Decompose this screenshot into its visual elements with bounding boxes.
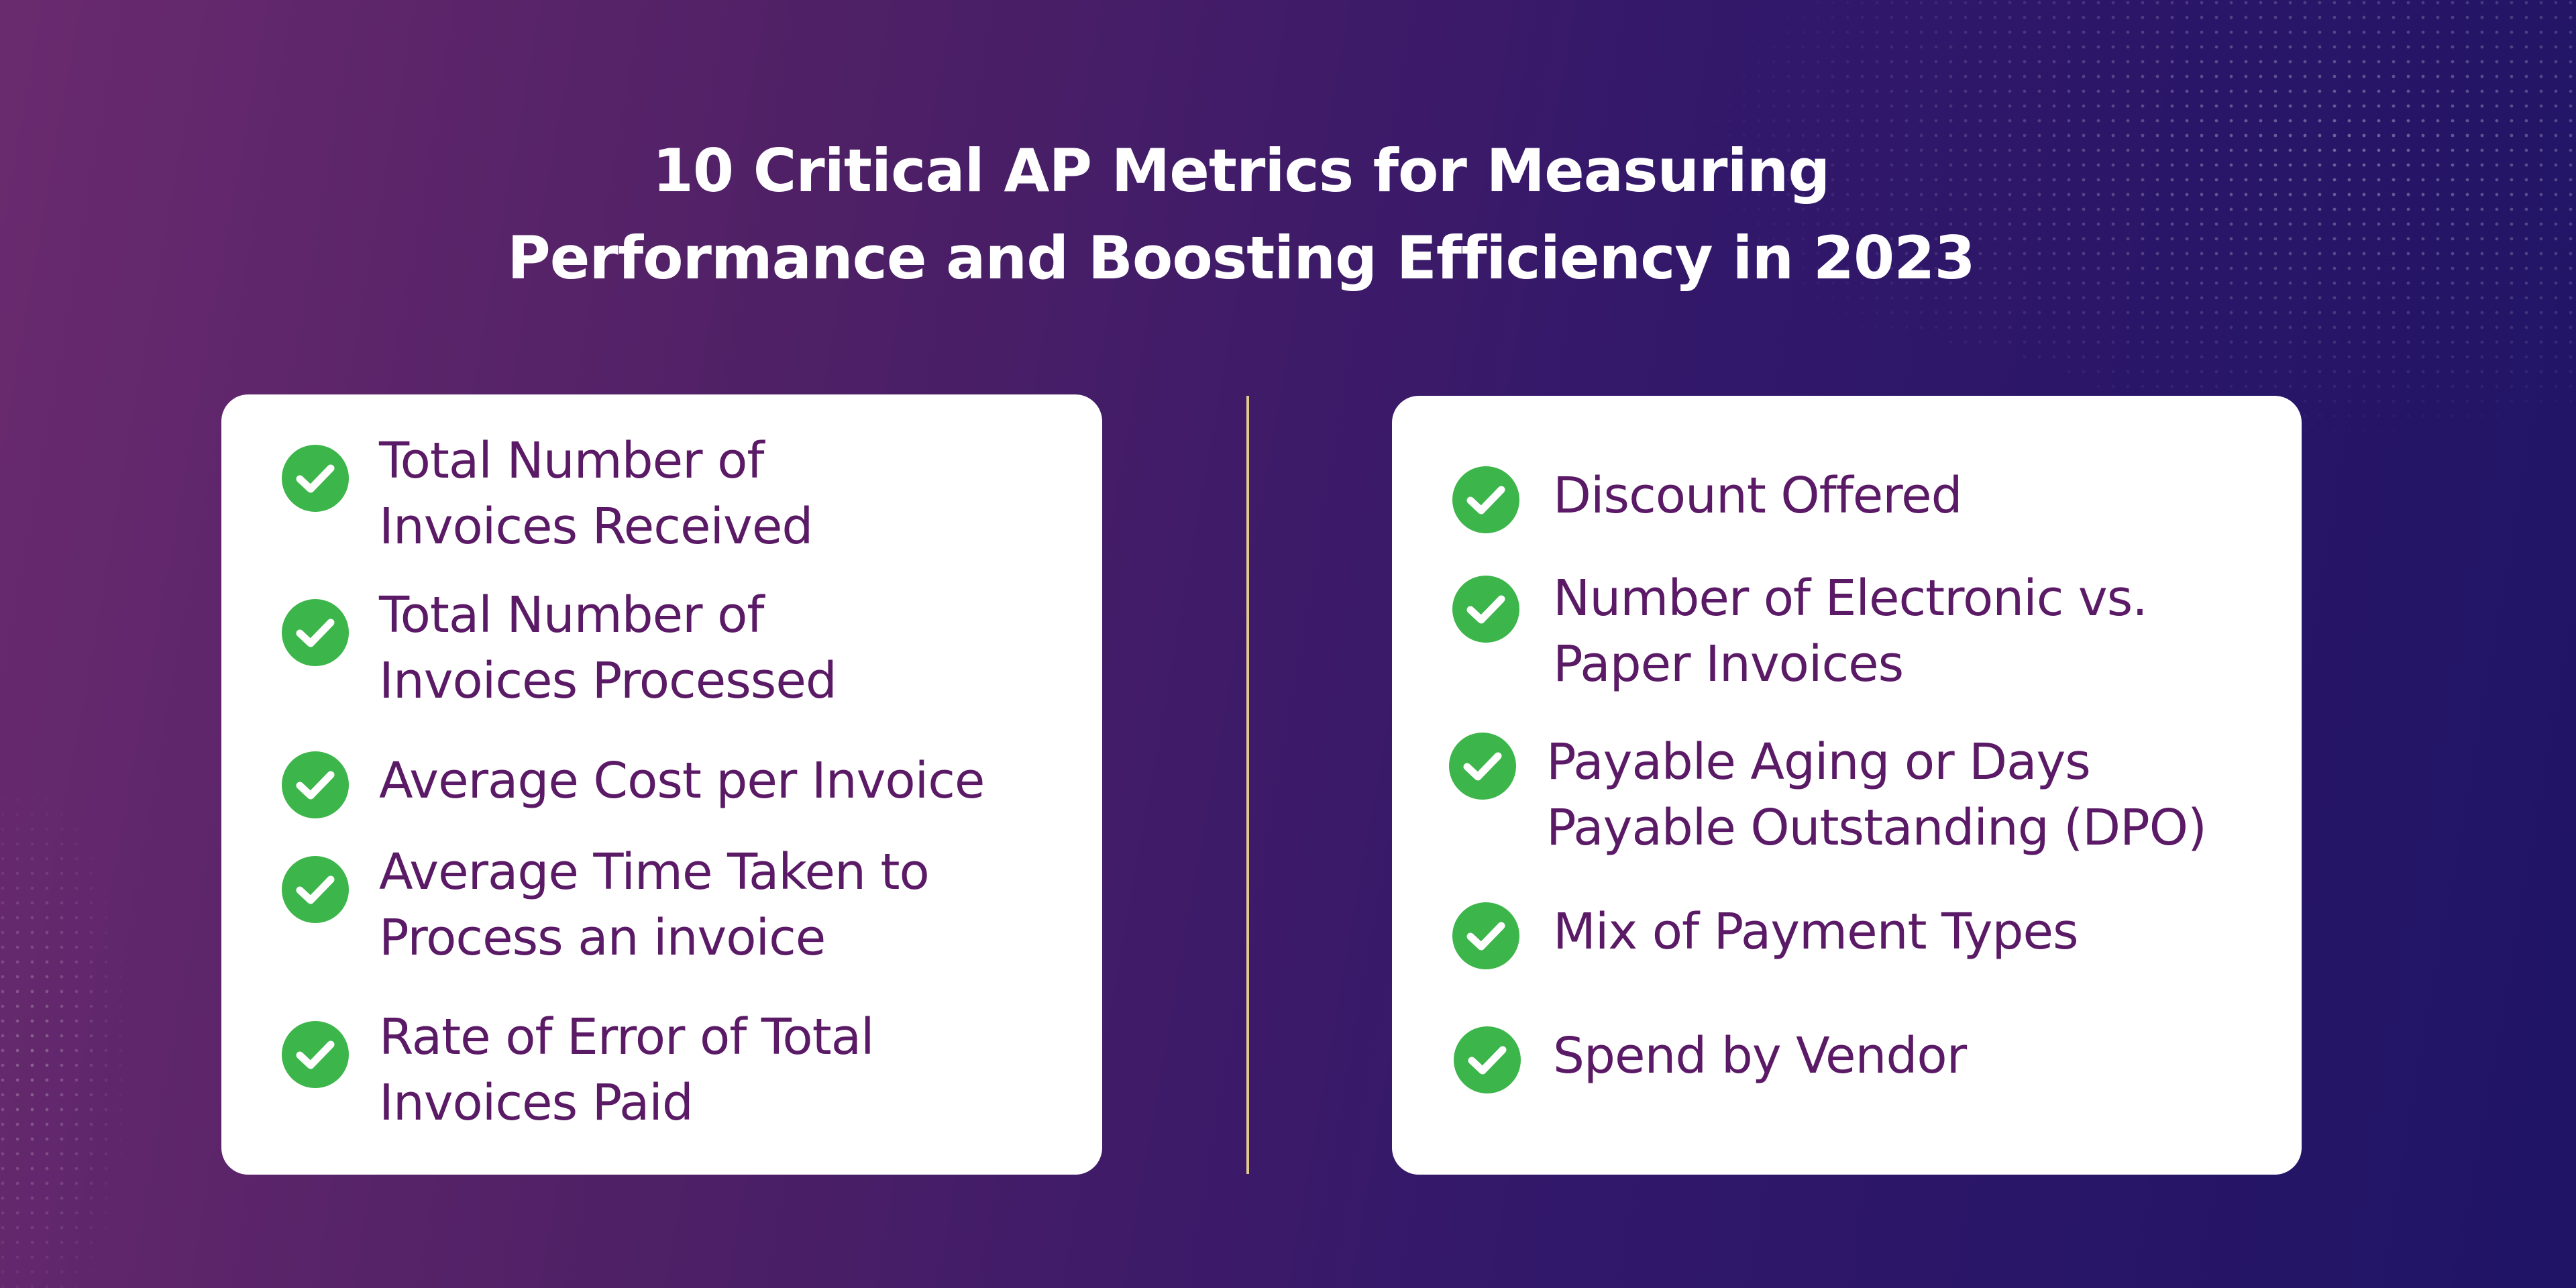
list-item-label: Total Number of Invoices Received bbox=[379, 432, 813, 555]
list-item-label: Total Number of Invoices Processed bbox=[379, 586, 837, 710]
page-title: 10 Critical AP Metrics for Measuring Per… bbox=[0, 127, 2482, 302]
check-circle-icon bbox=[1449, 733, 1516, 800]
title-line-2: Performance and Boosting Efficiency in 2… bbox=[507, 223, 1976, 292]
check-circle-icon bbox=[282, 599, 349, 666]
metrics-card-right: Discount Offered Number of Electronic vs… bbox=[1392, 396, 2302, 1175]
check-circle-icon bbox=[282, 856, 349, 923]
check-circle-icon bbox=[1452, 902, 1519, 969]
vertical-divider bbox=[1246, 396, 1249, 1174]
check-circle-icon bbox=[282, 751, 349, 818]
list-item-label: Rate of Error of Total Invoices Paid bbox=[379, 1008, 875, 1132]
list-item-label: Average Time Taken to Process an invoice bbox=[379, 843, 930, 967]
check-circle-icon bbox=[282, 1021, 349, 1088]
title-line-1: 10 Critical AP Metrics for Measuring bbox=[652, 136, 1831, 205]
list-item-label: Payable Aging or Days Payable Outstandin… bbox=[1546, 733, 2207, 857]
list-item-label: Spend by Vendor bbox=[1553, 1027, 1967, 1085]
list-item-label: Discount Offered bbox=[1553, 467, 1963, 525]
list-item-label: Average Cost per Invoice bbox=[379, 752, 985, 810]
check-circle-icon bbox=[1452, 466, 1519, 533]
list-item-label: Mix of Payment Types bbox=[1553, 903, 2079, 961]
list-item-label: Number of Electronic vs. Paper Invoices bbox=[1553, 570, 2148, 693]
metrics-card-left: Total Number of Invoices Received Total … bbox=[221, 394, 1102, 1175]
check-circle-icon bbox=[282, 445, 349, 512]
check-circle-icon bbox=[1454, 1026, 1521, 1093]
check-circle-icon bbox=[1452, 576, 1519, 643]
